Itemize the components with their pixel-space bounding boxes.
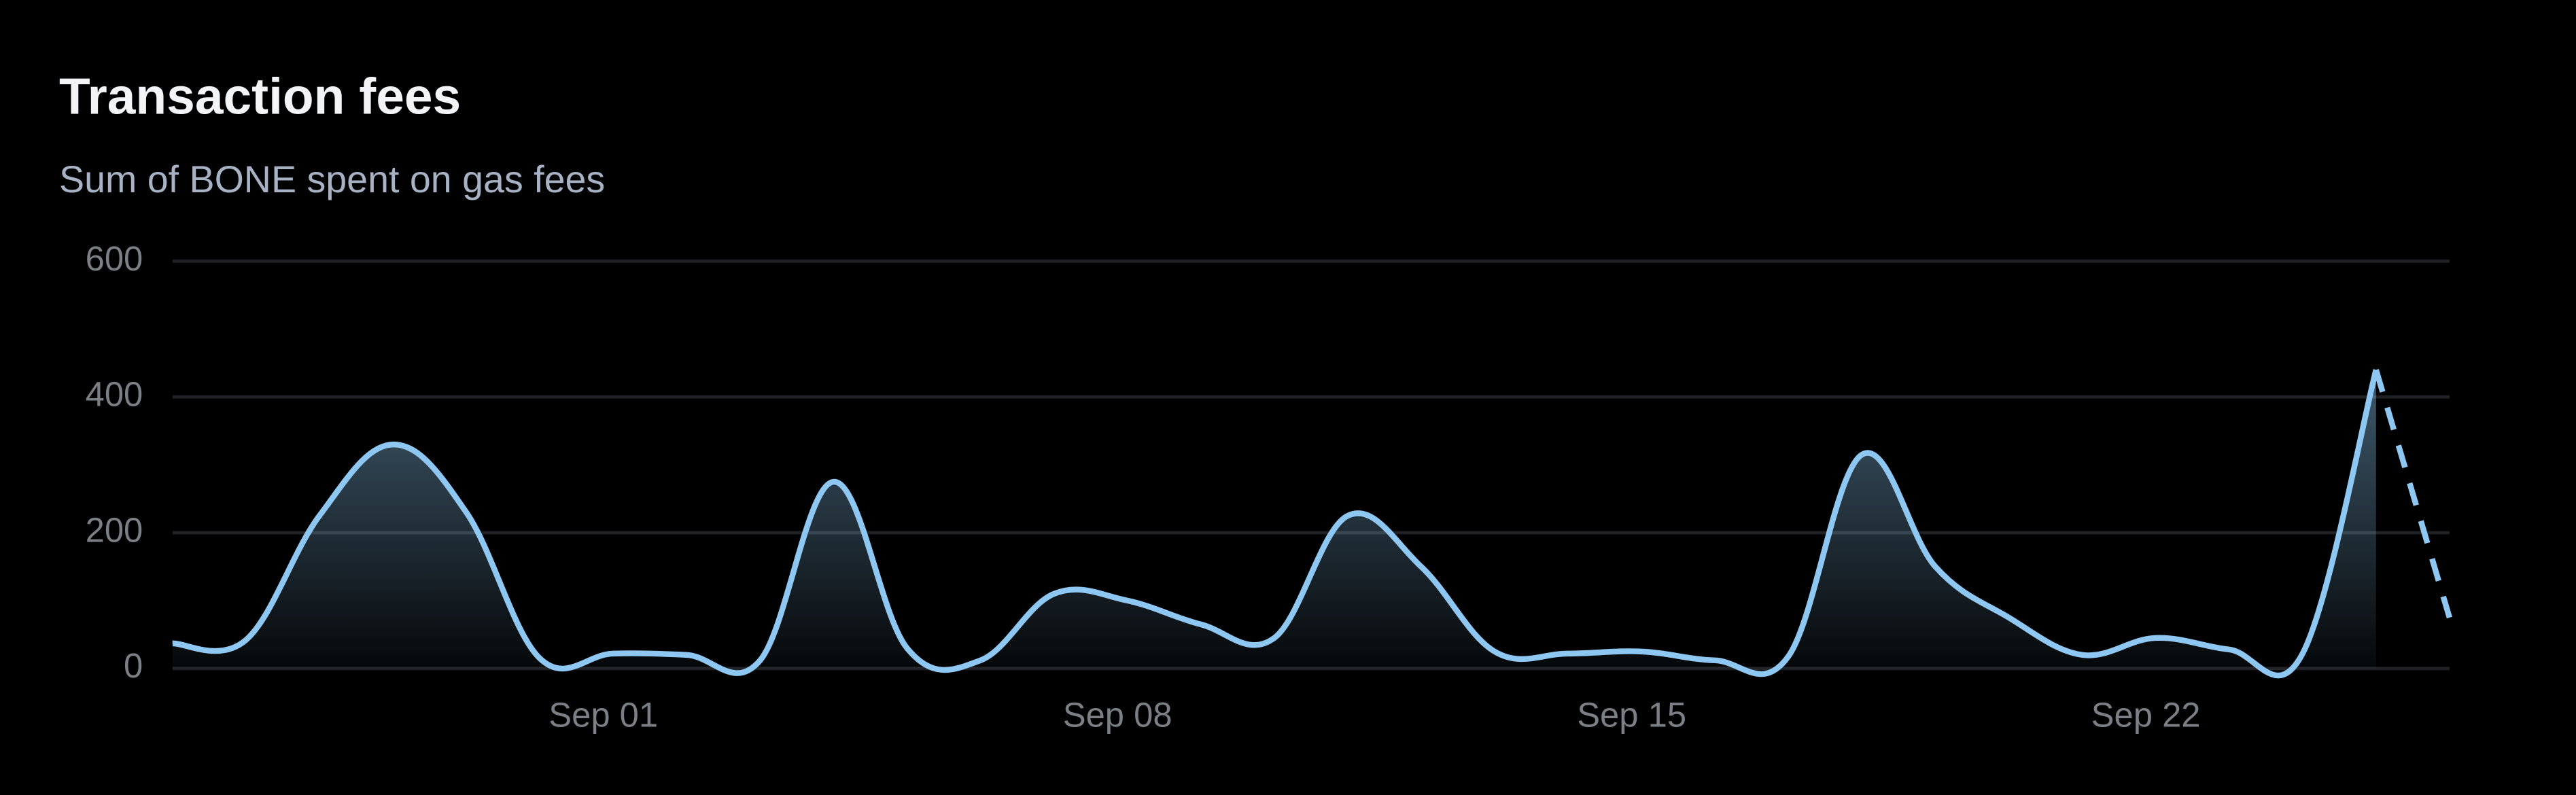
x-tick-label: Sep 08: [1063, 696, 1172, 735]
chart-subtitle: Sum of BONE spent on gas fees: [59, 158, 605, 200]
line-incomplete: [2373, 369, 2452, 619]
y-tick-label: 200: [86, 510, 143, 549]
x-tick-label: Sep 01: [549, 696, 658, 735]
grid: 0 200 400 600 Sep 01 Sep 08 Sep 15 Sep 22: [86, 239, 2450, 735]
area: [172, 370, 2376, 676]
y-tick-label: 0: [124, 646, 143, 685]
line: [172, 369, 2379, 679]
y-tick-label: 400: [86, 375, 143, 414]
y-tick-label: 600: [86, 239, 143, 278]
x-tick-label: Sep 22: [2091, 696, 2201, 735]
x-tick-label: Sep 15: [1577, 696, 1686, 735]
plot: [172, 369, 2452, 679]
chart-title: Transaction fees: [59, 67, 461, 124]
